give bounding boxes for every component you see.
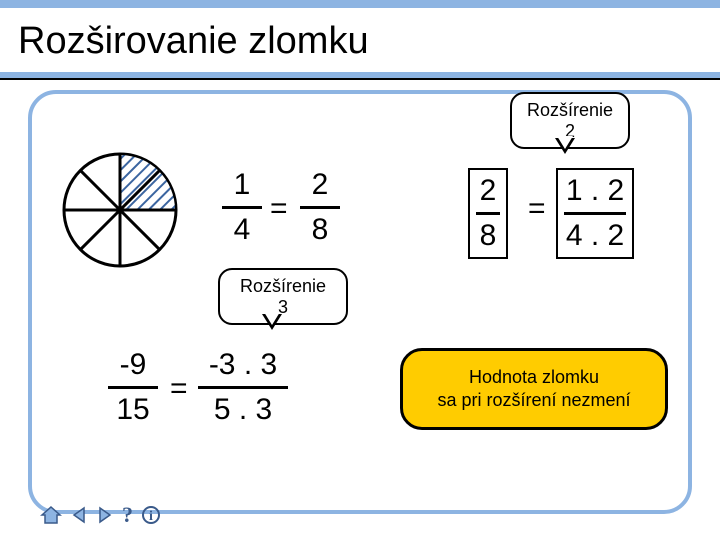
info-icon[interactable]: i bbox=[141, 505, 161, 525]
callout-rozsirenie-3: Rozšírenie 3 bbox=[218, 268, 348, 325]
fraction-expanded-neg3x3-5x3: -3 . 3 5 . 3 bbox=[198, 348, 288, 427]
equals-sign: = bbox=[270, 192, 288, 226]
numerator: -3 . 3 bbox=[198, 348, 288, 382]
numerator: 2 bbox=[300, 168, 340, 202]
fraction-1-4: 1 4 bbox=[222, 168, 262, 247]
callout-text: Rozšírenie bbox=[522, 100, 618, 121]
fraction-expanded-1x2-4x2: 1 . 2 4 . 2 bbox=[556, 168, 634, 259]
header-band bbox=[0, 0, 720, 8]
fraction-bar bbox=[222, 206, 262, 209]
numerator: 1 bbox=[222, 168, 262, 202]
help-icon[interactable]: ? bbox=[122, 502, 133, 528]
denominator: 4 . 2 bbox=[564, 219, 626, 253]
fraction-bar bbox=[198, 386, 288, 389]
callout-tail bbox=[555, 138, 575, 154]
nav-bar: ? i bbox=[40, 502, 161, 528]
callout-text: Rozšírenie bbox=[230, 276, 336, 297]
denominator: 15 bbox=[108, 393, 158, 427]
callout-value: 3 bbox=[230, 297, 336, 318]
pie-chart bbox=[60, 150, 180, 270]
callout-tail bbox=[262, 314, 282, 330]
page-title: Rozširovanie zlomku bbox=[18, 20, 369, 63]
info-line: Hodnota zlomku bbox=[437, 366, 630, 389]
prev-icon[interactable] bbox=[70, 506, 88, 524]
svg-text:i: i bbox=[149, 509, 153, 524]
next-icon[interactable] bbox=[96, 506, 114, 524]
equals-sign: = bbox=[528, 192, 546, 226]
denominator: 4 bbox=[222, 213, 262, 247]
numerator: 2 bbox=[476, 174, 500, 208]
fraction-bar bbox=[476, 212, 500, 215]
slide: Rozširovanie zlomku Rozšírenie 2 bbox=[0, 0, 720, 540]
info-box: Hodnota zlomku sa pri rozšírení nezmení bbox=[400, 348, 668, 430]
fraction-2-8-boxed: 2 8 bbox=[468, 168, 508, 259]
equals-sign: = bbox=[170, 372, 188, 406]
fraction-2-8: 2 8 bbox=[300, 168, 340, 247]
numerator: 1 . 2 bbox=[564, 174, 626, 208]
home-icon[interactable] bbox=[40, 505, 62, 525]
denominator: 8 bbox=[476, 219, 500, 253]
fraction-neg9-15: -9 15 bbox=[108, 348, 158, 427]
denominator: 5 . 3 bbox=[198, 393, 288, 427]
info-line: sa pri rozšírení nezmení bbox=[437, 389, 630, 412]
fraction-bar bbox=[108, 386, 158, 389]
fraction-bar bbox=[564, 212, 626, 215]
denominator: 8 bbox=[300, 213, 340, 247]
fraction-bar bbox=[300, 206, 340, 209]
numerator: -9 bbox=[108, 348, 158, 382]
title-rule bbox=[0, 78, 720, 80]
